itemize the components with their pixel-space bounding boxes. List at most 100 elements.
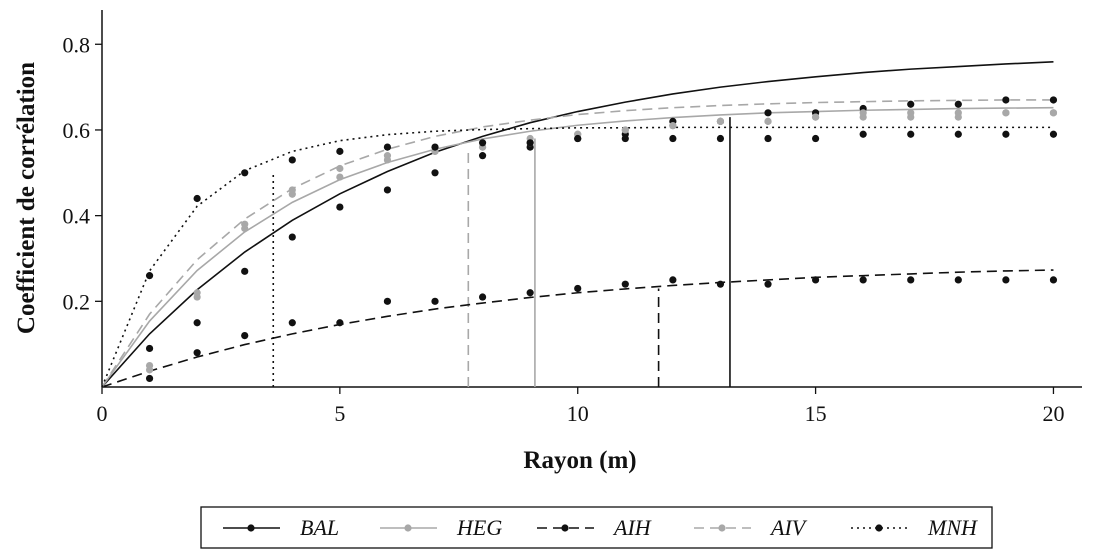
- point-mnh: [954, 130, 962, 138]
- point-bal: [336, 203, 344, 211]
- point-bal: [764, 109, 772, 117]
- point-mnh: [526, 139, 534, 147]
- point-mnh: [907, 130, 915, 138]
- point-bal: [193, 319, 201, 327]
- legend-label-aiv: AIV: [769, 515, 808, 540]
- point-mnh: [431, 143, 439, 151]
- point-aih: [431, 297, 439, 305]
- point-aiv: [336, 164, 344, 173]
- point-bal: [288, 233, 296, 241]
- x-tick-label: 10: [567, 401, 589, 426]
- x-ticks: 0 5 10 15 20: [97, 387, 1064, 426]
- point-aih: [811, 276, 820, 284]
- y-ticks: 0.2 0.4 0.6 0.8: [63, 32, 102, 314]
- point-mnh: [1049, 130, 1058, 138]
- fit-line-aih: [101, 269, 1054, 388]
- point-mnh: [1002, 130, 1010, 138]
- point-bal: [145, 344, 154, 353]
- point-aih: [1002, 276, 1010, 284]
- point-aih: [907, 276, 915, 284]
- point-aiv: [241, 224, 249, 233]
- point-aiv: [1049, 109, 1058, 117]
- point-aih: [669, 276, 677, 284]
- point-bal: [478, 152, 487, 160]
- point-aiv: [288, 186, 296, 194]
- point-mnh: [478, 139, 487, 147]
- x-tick-label: 20: [1042, 401, 1064, 426]
- point-aiv: [859, 113, 867, 121]
- legend-marker-bal: [247, 524, 255, 532]
- point-bal: [383, 186, 392, 194]
- point-mnh: [336, 147, 344, 155]
- point-bal: [241, 267, 249, 275]
- point-aiv: [764, 117, 772, 125]
- point-aiv: [621, 126, 629, 134]
- point-aih: [383, 297, 392, 305]
- point-aih: [145, 374, 154, 383]
- point-aih: [954, 276, 962, 284]
- point-aiv: [383, 152, 392, 160]
- x-tick-label: 15: [805, 401, 827, 426]
- y-tick-label: 0.4: [63, 204, 91, 229]
- point-bal: [431, 169, 439, 177]
- point-bal: [954, 100, 962, 108]
- point-aiv: [716, 117, 725, 125]
- x-tick-label: 5: [334, 401, 345, 426]
- fit-line-bal: [101, 61, 1054, 388]
- range-lines: [272, 117, 731, 387]
- point-aih: [764, 280, 772, 288]
- point-bal: [1002, 96, 1010, 104]
- fit-line-mnh: [101, 126, 1054, 388]
- point-mnh: [716, 134, 725, 143]
- point-mnh: [574, 134, 582, 143]
- point-bal: [1049, 96, 1058, 104]
- point-aih: [859, 276, 867, 284]
- legend: BAL HEG AIH AIV MNH: [200, 506, 993, 549]
- legend-label-mnh: MNH: [927, 515, 978, 540]
- legend-label-heg: HEG: [456, 515, 502, 540]
- point-mnh: [811, 134, 820, 143]
- point-heg: [336, 173, 344, 181]
- point-mnh: [383, 143, 392, 151]
- point-aih: [526, 289, 534, 297]
- point-aiv: [954, 113, 962, 121]
- point-aiv: [1002, 109, 1010, 117]
- point-aih: [336, 319, 344, 327]
- point-aiv: [193, 293, 201, 301]
- y-tick-label: 0.6: [63, 118, 91, 143]
- point-mnh: [859, 130, 867, 138]
- point-mnh: [764, 134, 772, 143]
- legend-label-bal: BAL: [300, 515, 339, 540]
- point-mnh: [241, 169, 249, 177]
- point-aih: [478, 293, 487, 301]
- point-aiv: [811, 113, 820, 121]
- point-aih: [241, 331, 249, 340]
- point-aih: [621, 280, 629, 288]
- fit-lines: [101, 61, 1054, 388]
- fit-line-heg: [101, 106, 1054, 388]
- plot-area: 0 5 10 15 20 0.2 0.4 0.6 0.8: [63, 10, 1082, 426]
- point-bal: [907, 100, 915, 108]
- point-aiv: [669, 122, 677, 130]
- point-aih: [574, 284, 582, 293]
- point-aih: [193, 349, 201, 357]
- legend-marker-aih: [561, 524, 569, 532]
- point-aiv: [145, 366, 154, 374]
- x-axis-title: Rayon (m): [523, 447, 636, 474]
- point-aih: [716, 280, 725, 288]
- point-mnh: [621, 134, 629, 143]
- legend-marker-aiv: [718, 524, 726, 532]
- point-mnh: [193, 194, 201, 203]
- legend-marker-mnh: [875, 524, 883, 532]
- fit-line-aiv: [101, 99, 1054, 388]
- y-tick-label: 0.2: [63, 289, 91, 314]
- y-axis-title: Coefficient de corrélation: [13, 62, 40, 334]
- legend-label-aih: AIH: [612, 515, 652, 540]
- point-aiv: [907, 113, 915, 121]
- y-tick-label: 0.8: [63, 32, 91, 57]
- data-points: [145, 96, 1058, 383]
- point-mnh: [669, 134, 677, 143]
- legend-marker-heg: [404, 524, 412, 532]
- point-mnh: [288, 156, 296, 164]
